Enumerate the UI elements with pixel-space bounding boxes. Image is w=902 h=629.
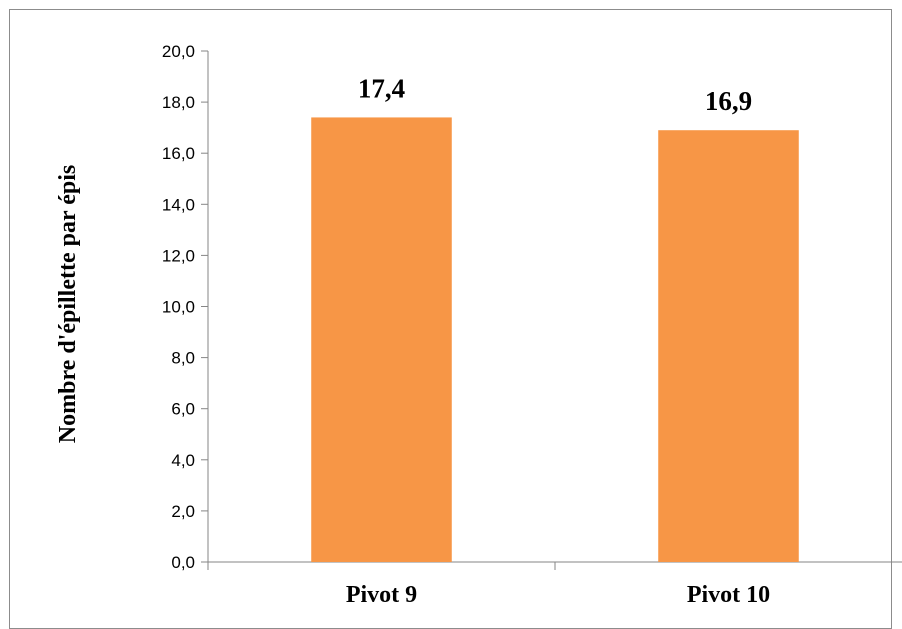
x-tick-label: Pivot 10 <box>687 582 770 608</box>
y-tick-label: 12,0 <box>162 246 195 265</box>
bar-chart: Nombre d'épillette par épis 0,0 2,0 4,0 6,0… <box>55 42 902 608</box>
y-tick-label: 18,0 <box>162 93 195 112</box>
bar <box>658 130 799 562</box>
y-tick-label: 6,0 <box>171 400 195 419</box>
x-tick-label: Pivot 9 <box>346 582 417 608</box>
y-tick-label: 4,0 <box>171 451 195 470</box>
bars <box>311 117 799 563</box>
y-tick-label: 10,0 <box>162 298 195 317</box>
y-axis-title: Nombre d'épillette par épis <box>55 165 81 443</box>
y-tick-label: 14,0 <box>162 195 195 214</box>
y-tick-label: 20,0 <box>162 42 195 61</box>
bar <box>311 117 452 563</box>
y-tick-label: 0,0 <box>171 553 195 572</box>
labels: 17,4 Pivot 9 16,9 Pivot 10 <box>346 73 770 608</box>
y-tick-label: 16,0 <box>162 144 195 163</box>
data-label: 16,9 <box>705 86 752 116</box>
y-tick-label: 8,0 <box>171 349 195 368</box>
chart-container: Nombre d'épillette par épis 0,0 2,0 4,0 6,0… <box>9 9 902 629</box>
data-label: 17,4 <box>358 73 405 103</box>
y-axis-title-group: Nombre d'épillette par épis <box>55 165 81 443</box>
y-tick-label: 2,0 <box>171 502 195 521</box>
